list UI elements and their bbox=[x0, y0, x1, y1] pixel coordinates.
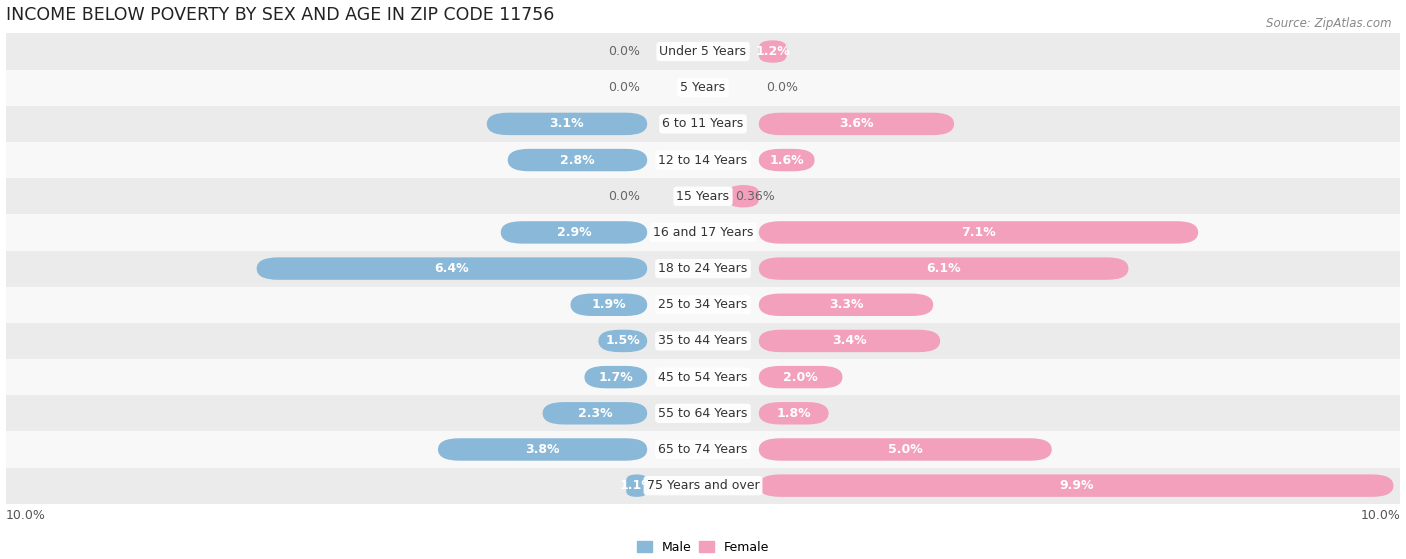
FancyBboxPatch shape bbox=[728, 185, 759, 207]
Text: 0.36%: 0.36% bbox=[735, 190, 775, 203]
FancyBboxPatch shape bbox=[759, 257, 1129, 280]
Text: 2.8%: 2.8% bbox=[560, 154, 595, 167]
FancyBboxPatch shape bbox=[585, 366, 647, 389]
Text: 55 to 64 Years: 55 to 64 Years bbox=[658, 407, 748, 420]
Text: 75 Years and over: 75 Years and over bbox=[647, 479, 759, 492]
Text: 3.6%: 3.6% bbox=[839, 117, 873, 130]
FancyBboxPatch shape bbox=[759, 221, 1198, 244]
Text: 0.0%: 0.0% bbox=[766, 81, 797, 94]
Text: Under 5 Years: Under 5 Years bbox=[659, 45, 747, 58]
Text: 12 to 14 Years: 12 to 14 Years bbox=[658, 154, 748, 167]
FancyBboxPatch shape bbox=[543, 402, 647, 424]
Bar bbox=[6, 287, 1400, 323]
Legend: Male, Female: Male, Female bbox=[631, 536, 775, 558]
FancyBboxPatch shape bbox=[759, 366, 842, 389]
Text: 5.0%: 5.0% bbox=[887, 443, 922, 456]
Bar bbox=[6, 359, 1400, 395]
Text: 1.9%: 1.9% bbox=[592, 299, 626, 311]
Text: 10.0%: 10.0% bbox=[6, 509, 45, 522]
Text: 1.1%: 1.1% bbox=[620, 479, 654, 492]
FancyBboxPatch shape bbox=[759, 113, 955, 135]
Text: 1.6%: 1.6% bbox=[769, 154, 804, 167]
Bar bbox=[6, 178, 1400, 214]
Text: 2.0%: 2.0% bbox=[783, 371, 818, 383]
Text: 1.5%: 1.5% bbox=[606, 334, 640, 348]
FancyBboxPatch shape bbox=[508, 149, 647, 171]
Text: 9.9%: 9.9% bbox=[1059, 479, 1094, 492]
FancyBboxPatch shape bbox=[257, 257, 647, 280]
Text: 15 Years: 15 Years bbox=[676, 190, 730, 203]
Text: 18 to 24 Years: 18 to 24 Years bbox=[658, 262, 748, 275]
Text: 6.1%: 6.1% bbox=[927, 262, 960, 275]
Text: Source: ZipAtlas.com: Source: ZipAtlas.com bbox=[1267, 17, 1392, 30]
Bar bbox=[6, 395, 1400, 432]
FancyBboxPatch shape bbox=[759, 293, 934, 316]
Bar bbox=[6, 34, 1400, 70]
Text: 0.0%: 0.0% bbox=[609, 45, 640, 58]
Text: 3.3%: 3.3% bbox=[828, 299, 863, 311]
Text: 6 to 11 Years: 6 to 11 Years bbox=[662, 117, 744, 130]
Bar bbox=[6, 142, 1400, 178]
FancyBboxPatch shape bbox=[759, 438, 1052, 461]
Text: 1.7%: 1.7% bbox=[599, 371, 633, 383]
FancyBboxPatch shape bbox=[759, 40, 787, 63]
FancyBboxPatch shape bbox=[759, 149, 814, 171]
FancyBboxPatch shape bbox=[626, 475, 647, 497]
Text: 2.9%: 2.9% bbox=[557, 226, 592, 239]
Bar bbox=[6, 106, 1400, 142]
Bar bbox=[6, 467, 1400, 504]
Bar bbox=[6, 70, 1400, 106]
Text: 5 Years: 5 Years bbox=[681, 81, 725, 94]
Text: 0.0%: 0.0% bbox=[609, 81, 640, 94]
Text: 3.8%: 3.8% bbox=[526, 443, 560, 456]
Text: 0.0%: 0.0% bbox=[609, 190, 640, 203]
Bar bbox=[6, 214, 1400, 250]
Text: 1.8%: 1.8% bbox=[776, 407, 811, 420]
Text: 65 to 74 Years: 65 to 74 Years bbox=[658, 443, 748, 456]
FancyBboxPatch shape bbox=[486, 113, 647, 135]
Text: 6.4%: 6.4% bbox=[434, 262, 470, 275]
Text: INCOME BELOW POVERTY BY SEX AND AGE IN ZIP CODE 11756: INCOME BELOW POVERTY BY SEX AND AGE IN Z… bbox=[6, 6, 554, 23]
Text: 3.4%: 3.4% bbox=[832, 334, 866, 348]
Text: 10.0%: 10.0% bbox=[1361, 509, 1400, 522]
Bar bbox=[6, 250, 1400, 287]
Bar bbox=[6, 323, 1400, 359]
Text: 45 to 54 Years: 45 to 54 Years bbox=[658, 371, 748, 383]
Text: 3.1%: 3.1% bbox=[550, 117, 585, 130]
FancyBboxPatch shape bbox=[759, 402, 828, 424]
Text: 25 to 34 Years: 25 to 34 Years bbox=[658, 299, 748, 311]
Bar bbox=[6, 432, 1400, 467]
FancyBboxPatch shape bbox=[439, 438, 647, 461]
Text: 16 and 17 Years: 16 and 17 Years bbox=[652, 226, 754, 239]
FancyBboxPatch shape bbox=[501, 221, 647, 244]
Text: 1.2%: 1.2% bbox=[755, 45, 790, 58]
FancyBboxPatch shape bbox=[571, 293, 647, 316]
Text: 35 to 44 Years: 35 to 44 Years bbox=[658, 334, 748, 348]
FancyBboxPatch shape bbox=[599, 330, 647, 352]
Text: 2.3%: 2.3% bbox=[578, 407, 612, 420]
Text: 7.1%: 7.1% bbox=[962, 226, 995, 239]
FancyBboxPatch shape bbox=[759, 330, 941, 352]
FancyBboxPatch shape bbox=[759, 475, 1393, 497]
